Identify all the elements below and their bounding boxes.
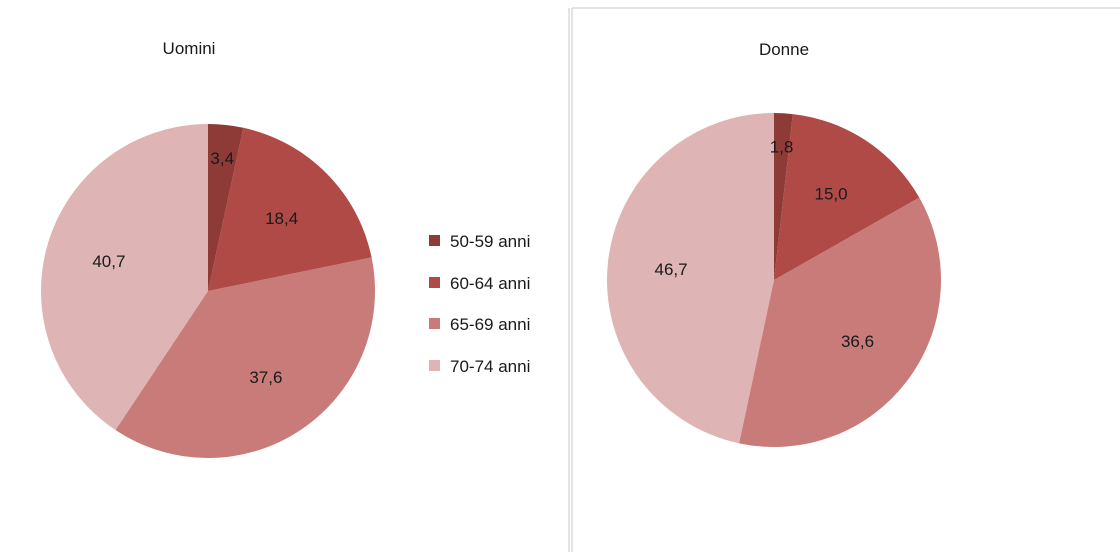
- pie-slice-donne-70-74-anni: [606, 113, 774, 444]
- pie-chart-donne: Donne 1,8 15,0 36,6 46,7: [606, 40, 942, 447]
- pie-chart-uomini: Uomini 3,4 18,4 37,6 40,7: [40, 39, 375, 459]
- pie-slice-uomini-70-74-anni: [40, 124, 209, 431]
- pie-slice-donne-60-64-anni: [774, 114, 920, 280]
- pie-slice-donne-65-69-anni: [739, 197, 942, 447]
- legend-swatch-60-64: [429, 277, 440, 288]
- chart-title-donne: Donne: [759, 40, 809, 59]
- data-label-donne-65-69-anni: 36,6: [841, 332, 874, 351]
- data-label-donne-60-64-anni: 15,0: [815, 185, 848, 204]
- pie-slice-uomini-50-59-anni: [208, 124, 244, 291]
- legend-swatch-65-69: [429, 318, 440, 329]
- data-label-uomini-50-59-anni: 3,4: [210, 149, 234, 168]
- legend-label-60-64: 60-64 anni: [450, 274, 530, 293]
- pie-slice-uomini-60-64-anni: [208, 127, 372, 292]
- legend-swatch-70-74: [429, 360, 440, 371]
- legend-label-70-74: 70-74 anni: [450, 357, 530, 376]
- pie-slice-uomini-65-69-anni: [115, 257, 375, 459]
- legend-label-65-69: 65-69 anni: [450, 315, 530, 334]
- legend-swatch-50-59: [429, 235, 440, 246]
- data-label-donne-50-59-anni: 1,8: [770, 138, 794, 157]
- data-label-uomini-65-69-anni: 37,6: [249, 368, 282, 387]
- data-label-uomini-70-74-anni: 40,7: [92, 252, 125, 271]
- data-label-donne-70-74-anni: 46,7: [654, 260, 687, 279]
- pie-slice-donne-50-59-anni: [774, 113, 793, 280]
- legend: 50-59 anni 60-64 anni 65-69 anni 70-74 a…: [429, 232, 530, 376]
- legend-label-50-59: 50-59 anni: [450, 232, 530, 251]
- chart-title-uomini: Uomini: [163, 39, 216, 58]
- data-label-uomini-60-64-anni: 18,4: [265, 209, 298, 228]
